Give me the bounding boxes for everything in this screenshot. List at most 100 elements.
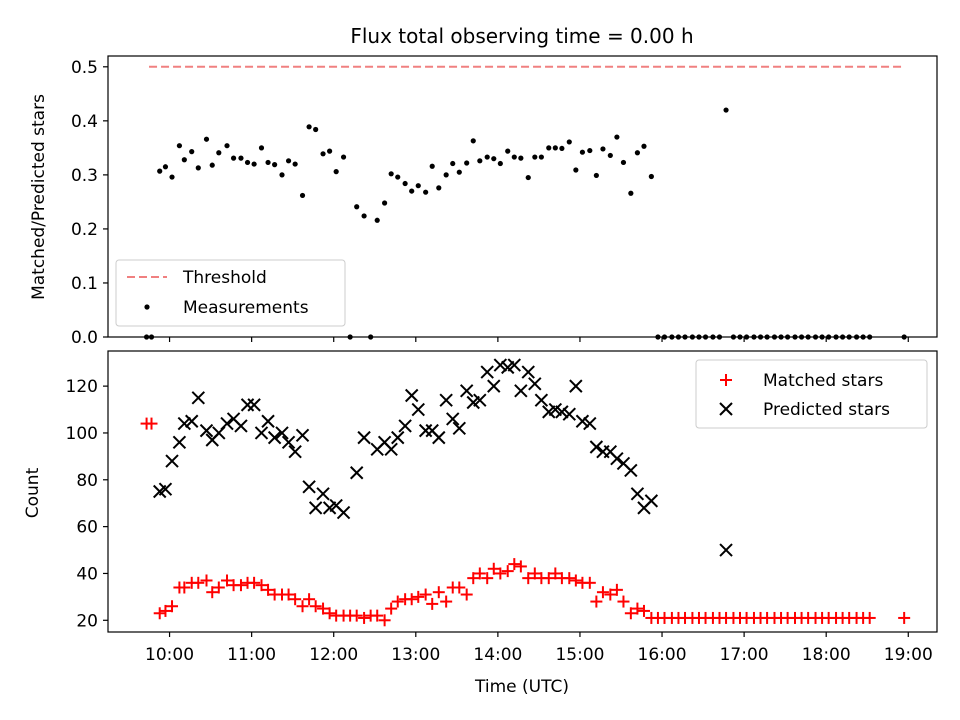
- predicted-point: [555, 405, 569, 419]
- matched-point: [166, 600, 179, 613]
- matched-point: [460, 588, 473, 601]
- matched-point: [487, 562, 500, 575]
- predicted-legend-swatch: [719, 402, 733, 416]
- predicted-point: [172, 435, 187, 450]
- ratio-y-tick-label: 0.1: [71, 274, 98, 294]
- measurement-point: [552, 145, 558, 151]
- measurement-point: [238, 155, 244, 161]
- measurement-point: [162, 164, 169, 170]
- matched-point: [145, 417, 158, 430]
- measurement-point: [579, 149, 586, 155]
- count-y-tick-label: 80: [76, 471, 98, 491]
- count-x-tick-label: 12:00: [309, 645, 358, 665]
- matched-point: [317, 602, 330, 615]
- matched-point: [432, 586, 445, 599]
- count-x-tick-label: 13:00: [391, 645, 440, 665]
- predicted-point: [308, 501, 323, 515]
- predicted-point: [562, 407, 576, 421]
- matched-point: [624, 607, 637, 620]
- measurement-point: [402, 180, 408, 187]
- measurement-point: [607, 152, 613, 159]
- measurements-legend-label: Measurements: [183, 298, 309, 318]
- ratio-y-tick-label: 0.5: [71, 58, 98, 78]
- measurement-point: [464, 160, 470, 166]
- measurement-point: [593, 172, 599, 179]
- predicted-point: [261, 414, 275, 428]
- matched-point: [289, 593, 302, 606]
- matched-point: [494, 567, 507, 580]
- measurement-point: [292, 161, 298, 167]
- predicted-point: [507, 358, 521, 372]
- matched-point: [309, 600, 322, 613]
- predicted-point: [234, 419, 248, 433]
- predicted-point: [398, 419, 412, 433]
- count-x-tick-label: 19:00: [884, 645, 933, 665]
- measurement-point: [525, 174, 531, 181]
- count-marks: [140, 358, 911, 627]
- predicted-point: [610, 452, 624, 466]
- chart-title: Flux total observing time = 0.00 h: [350, 24, 693, 48]
- count-y-axis-label: Count: [23, 467, 43, 518]
- predicted-point: [349, 466, 364, 480]
- measurement-point: [450, 160, 456, 167]
- measurement-point: [573, 167, 579, 173]
- predicted-point: [624, 463, 638, 478]
- measurement-point: [181, 157, 187, 163]
- matched-point: [358, 611, 371, 624]
- matched-point: [549, 567, 562, 580]
- matched-point: [898, 611, 911, 624]
- matched-point: [514, 560, 527, 573]
- count-x-tick-label: 11:00: [227, 645, 276, 665]
- ratio-y-tick-label: 0.2: [71, 220, 98, 240]
- matched-point: [563, 572, 576, 585]
- matched-point: [419, 588, 432, 601]
- ratio-y-axis-label: Matched/Predicted stars: [29, 94, 49, 300]
- ratio-panel-frame: [107, 55, 938, 338]
- measurement-point: [641, 143, 647, 149]
- predicted-point: [569, 379, 583, 393]
- measurement-point: [497, 160, 503, 167]
- matched-point: [569, 574, 582, 587]
- matched-point: [467, 572, 480, 585]
- measurement-point: [195, 165, 201, 171]
- measurement-point: [415, 183, 421, 189]
- matched-point: [405, 593, 418, 606]
- matched-point: [481, 572, 494, 585]
- matched-point: [323, 607, 336, 620]
- measurement-point: [189, 149, 195, 155]
- ratio-y-tick-label: 0.3: [71, 166, 98, 186]
- count-x-tick-label: 10:00: [145, 645, 194, 665]
- matched-point: [206, 586, 219, 599]
- predicted-point: [177, 416, 192, 431]
- matched-point: [212, 581, 225, 594]
- measurement-point: [157, 168, 163, 174]
- measurement-point: [265, 159, 271, 166]
- predicted-point: [528, 377, 542, 391]
- matched-point: [391, 595, 404, 608]
- predicted-legend-label: Predicted stars: [763, 400, 890, 420]
- ratio-legend-box: [115, 259, 346, 327]
- matched-point: [637, 604, 650, 617]
- count-x-axis: 10:00 11:00 12:00 13:00 14:00 15:00 16:00 17:00…: [145, 632, 933, 665]
- matched-point: [590, 595, 603, 608]
- measurement-point: [532, 154, 538, 160]
- matched-point: [528, 567, 541, 580]
- measurement-point: [429, 163, 435, 169]
- predicted-point: [459, 384, 474, 398]
- matched-point: [453, 581, 466, 594]
- measurement-point: [538, 154, 544, 160]
- matched-point: [604, 588, 617, 601]
- ratio-y-tick-label: 0.0: [71, 328, 98, 348]
- predicted-point: [575, 414, 590, 428]
- count-legend: Matched stars Predicted stars: [695, 359, 928, 429]
- matched-point: [508, 558, 521, 571]
- measurements-legend-swatch: [144, 304, 150, 310]
- measurement-point: [505, 148, 511, 154]
- predicted-point: [630, 487, 645, 501]
- matched-point: [200, 574, 213, 587]
- measurement-point: [648, 173, 654, 180]
- matched-point: [303, 593, 316, 606]
- measurement-point: [209, 162, 215, 168]
- predicted-point: [446, 412, 460, 426]
